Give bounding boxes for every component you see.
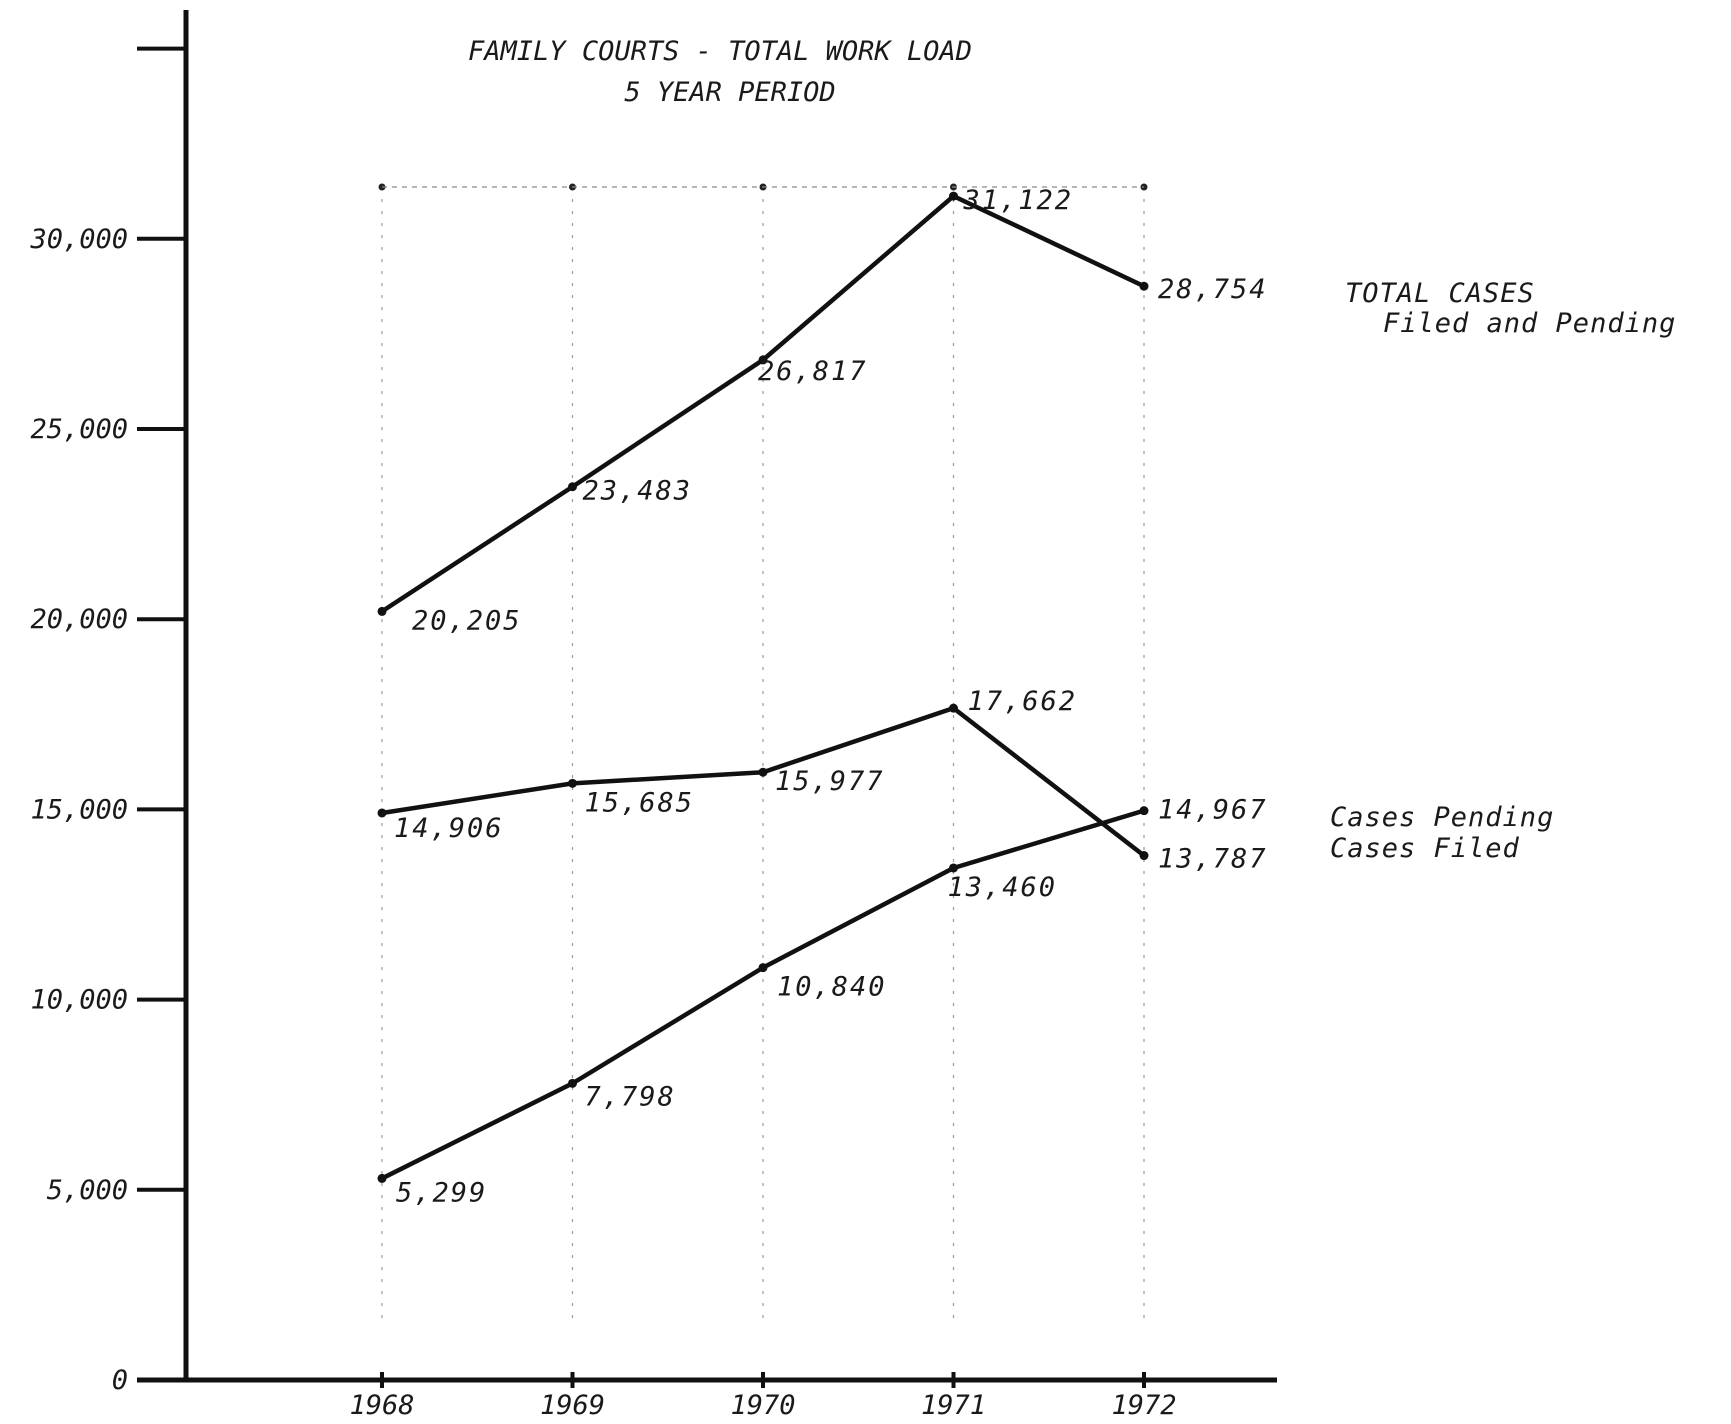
y-tick-label-30000: 30,000 [29, 224, 128, 255]
data-point-s2-1969 [568, 1078, 577, 1088]
data-point-s1-1969 [568, 778, 577, 788]
chart-title-line-1: FAMILY COURTS - TOTAL WORK LOAD [468, 36, 972, 67]
data-point-s0-1971 [949, 191, 958, 201]
data-point-s2-1972 [1139, 806, 1149, 816]
data-label-s2-1972: 14,967 [1158, 795, 1268, 826]
data-point-s0-1972 [1139, 281, 1149, 291]
x-tick-label-1972: 1972 [1111, 1390, 1176, 1419]
data-point-s1-1971 [949, 703, 958, 713]
y-tick-label-5000: 5,000 [47, 1175, 128, 1206]
data-label-s2-1968: 5,299 [396, 1177, 487, 1208]
data-point-s2-1970 [758, 963, 768, 973]
data-point-s1-1972 [1139, 851, 1149, 861]
data-point-s0-1969 [568, 482, 577, 492]
data-label-s2-1971: 13,460 [948, 872, 1058, 903]
y-tick-label-0: 0 [112, 1365, 128, 1396]
data-label-s1-1971: 17,662 [968, 686, 1078, 717]
series [377, 191, 1149, 1183]
data-point-s0-1968 [377, 606, 387, 616]
x-tick-label-1969: 1969 [540, 1390, 605, 1419]
data-label-s0-1970: 26,817 [758, 356, 868, 387]
legend-entry-s2-line-0: Cases Filed [1330, 833, 1520, 864]
data-label-s1-1969: 15,685 [585, 787, 695, 818]
legend-entry-s1-line-0: Cases Pending [1330, 802, 1554, 833]
data-label-s0-1971: 31,122 [963, 185, 1074, 216]
x-tick-label-1970: 1970 [730, 1390, 795, 1419]
data-label-s1-1972: 13,787 [1158, 844, 1268, 875]
data-point-s2-1971 [949, 863, 958, 873]
x-tick-label-1968: 1968 [349, 1390, 414, 1419]
data-label-s0-1969: 23,483 [583, 476, 693, 507]
chart-title-line-2: 5 YEAR PERIOD [624, 77, 835, 108]
data-point-s1-1968 [377, 808, 387, 818]
tick-labels: 0 5,000 10,000 15,000 20,000 25,000 30,000 1968… [29, 224, 1176, 1421]
data-label-s0-1968: 20,205 [412, 605, 522, 636]
data-point-s0-1970 [758, 355, 768, 365]
data-label-s1-1968: 14,906 [394, 813, 504, 844]
y-tick-label-25000: 25,000 [30, 414, 128, 445]
legend-entry-s0-line-0: TOTAL CASES [1345, 278, 1535, 309]
y-tick-label-10000: 10,000 [30, 985, 128, 1016]
data-point-s2-1968 [377, 1173, 387, 1183]
y-tick-label-20000: 20,000 [30, 604, 128, 635]
grid [378, 183, 1148, 1320]
data-labels: 20,205 23,483 26,817 31,122 28,754 14,906 15,6… [394, 185, 1268, 1208]
data-point-s1-1970 [758, 767, 768, 777]
axes [137, 10, 1277, 1388]
data-label-s1-1970: 15,977 [775, 766, 885, 797]
legend-entry-s0-line-1: Filed and Pending [1383, 308, 1676, 339]
x-tick-label-1971: 1971 [921, 1390, 986, 1419]
y-tick-label-15000: 15,000 [30, 794, 128, 825]
data-label-s2-1970: 10,840 [777, 972, 887, 1003]
data-label-s2-1969: 7,798 [585, 1081, 676, 1112]
data-label-s0-1972: 28,754 [1158, 274, 1268, 305]
